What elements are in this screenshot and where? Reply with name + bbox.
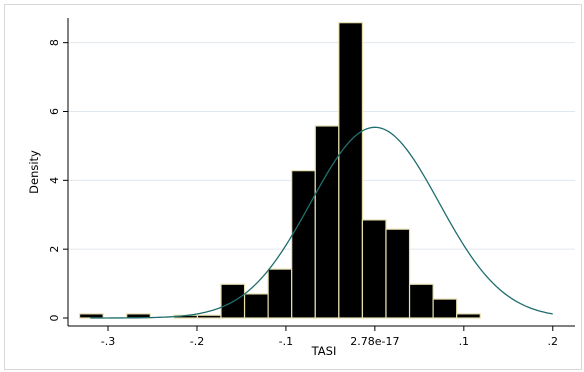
y-tick-label-4: 8 <box>48 39 61 46</box>
histogram-bar-8 <box>268 269 292 318</box>
histogram-bar-14 <box>410 284 434 318</box>
x-tick-label-5: .2 <box>548 335 559 348</box>
x-tick-label-1: -.2 <box>190 335 204 348</box>
histogram-bar-7 <box>245 294 269 318</box>
y-axis-title: Density <box>27 150 41 194</box>
x-tick-label-0: -.3 <box>101 335 115 348</box>
x-tick-label-3: 2.78e-17 <box>350 335 399 348</box>
x-tick-label-4: .1 <box>459 335 470 348</box>
y-tick-label-0: 0 <box>48 315 61 322</box>
x-tick-label-2: -.1 <box>279 335 293 348</box>
y-tick-label-1: 2 <box>48 246 61 253</box>
histogram-bar-15 <box>433 299 457 318</box>
histogram-bar-13 <box>386 229 410 318</box>
y-tick-label-3: 6 <box>48 108 61 115</box>
y-tick-label-2: 4 <box>48 177 61 184</box>
histogram-bar-10 <box>315 126 339 318</box>
histogram-bar-11 <box>339 23 363 318</box>
histogram-bar-5 <box>197 315 221 318</box>
x-axis-title: TASI <box>311 344 337 358</box>
y-axis-ticks: 0 2 4 6 8 <box>48 39 68 321</box>
histogram-bar-12 <box>362 220 386 318</box>
histogram-bar-16 <box>457 314 481 318</box>
histogram-bar-9 <box>292 171 316 318</box>
